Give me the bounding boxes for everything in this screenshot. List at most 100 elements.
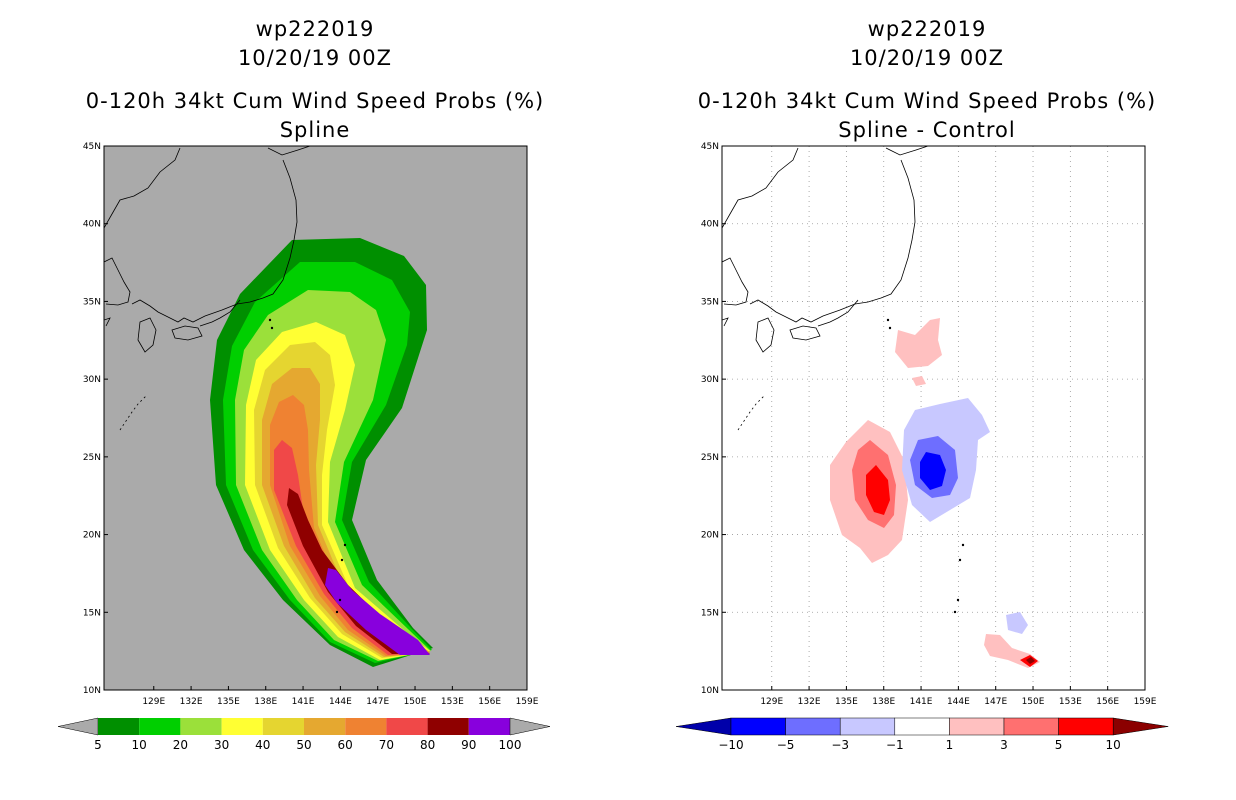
colorbar-box — [730, 717, 786, 736]
colorbar-box — [1003, 717, 1059, 736]
ytick-label: 35N — [83, 297, 101, 307]
ytick-label: 40N — [701, 220, 719, 230]
left-panel-title: wp222019 10/20/19 00Z 0-120h 34kt Cum Wi… — [15, 15, 615, 145]
xtick-label: 147E — [366, 697, 389, 707]
colorbar-label: −5 — [777, 738, 795, 752]
right-map-frame — [721, 145, 1146, 691]
colorbar-low-extension — [57, 717, 99, 736]
xtick-label: 156E — [478, 697, 501, 707]
ytick-label: 10N — [701, 686, 719, 696]
right-map: 129E 132E 135E 138E 141E 144E 147E 150E 153E 156E… — [701, 142, 1157, 707]
colorbar-label: 30 — [214, 738, 229, 752]
right-axis-ticks: 129E 132E 135E 138E 141E 144E 147E 150E 153E 156E… — [701, 142, 1157, 707]
colorbar-label: 5 — [94, 738, 102, 752]
colorbar-label: 3 — [1000, 738, 1008, 752]
left-date: 10/20/19 00Z — [237, 46, 393, 70]
right-storm-id: wp222019 — [867, 17, 987, 41]
ytick-label: 20N — [701, 531, 719, 541]
xtick-label: 150E — [404, 697, 427, 707]
xtick-label: 144E — [329, 697, 352, 707]
ytick-label: 45N — [83, 142, 101, 152]
xtick-label: 156E — [1096, 697, 1119, 707]
colorbar-box — [221, 718, 263, 735]
diff-pos-5 — [866, 465, 890, 515]
colorbar-box — [785, 717, 841, 736]
ytick-label: 30N — [83, 375, 101, 385]
colorbar-label: −10 — [718, 738, 743, 752]
colorbar-box — [386, 718, 428, 735]
diff-neg-se — [1006, 612, 1028, 634]
xtick-label: 129E — [142, 697, 165, 707]
left-colorbar: 5 10 20 30 40 50 60 70 80 90 100 — [57, 717, 551, 752]
diff-pos-north — [895, 318, 942, 368]
right-colorbar: −10 −5 −3 −1 1 3 5 10 — [675, 717, 1169, 752]
xtick-label: 129E — [760, 697, 783, 707]
colorbar-low-extension — [675, 717, 732, 736]
xtick-label: 153E — [1059, 697, 1082, 707]
diff-neg-5 — [920, 452, 946, 490]
colorbar-box — [427, 718, 469, 735]
colorbar-label: 90 — [461, 738, 476, 752]
colorbar-box — [304, 718, 346, 735]
colorbar-box — [468, 718, 510, 735]
xtick-label: 132E — [180, 697, 203, 707]
colorbar-box — [139, 718, 181, 735]
xtick-label: 141E — [292, 697, 315, 707]
ytick-label: 40N — [83, 220, 101, 230]
xtick-label: 144E — [947, 697, 970, 707]
left-title: 0-120h 34kt Cum Wind Speed Probs (%) — [85, 89, 545, 113]
ytick-label: 20N — [83, 531, 101, 541]
xtick-label: 159E — [1134, 697, 1157, 707]
colorbar-label: −1 — [886, 738, 904, 752]
colorbar-label: 20 — [173, 738, 188, 752]
xtick-label: 135E — [835, 697, 858, 707]
ytick-label: 30N — [701, 375, 719, 385]
colorbar-label: 60 — [338, 738, 353, 752]
colorbar-high-extension — [509, 717, 551, 736]
right-subtitle: Spline - Control — [838, 118, 1016, 142]
colorbar-label: 10 — [132, 738, 147, 752]
left-subtitle: Spline — [279, 118, 351, 142]
colorbar-label: 1 — [946, 738, 954, 752]
left-map-frame — [103, 145, 528, 691]
xtick-label: 153E — [441, 697, 464, 707]
ytick-label: 45N — [701, 142, 719, 152]
diff-pos-se-max — [1026, 657, 1035, 664]
left-storm-id: wp222019 — [255, 17, 375, 41]
colorbar-box — [894, 717, 950, 736]
colorbar-box — [345, 718, 387, 735]
ytick-label: 25N — [83, 453, 101, 463]
left-probability-field — [104, 146, 433, 667]
colorbar-label: 10 — [1106, 738, 1121, 752]
xtick-label: 138E — [254, 697, 277, 707]
colorbar-high-extension — [1112, 717, 1169, 736]
xtick-label: 159E — [516, 697, 539, 707]
ytick-label: 15N — [701, 608, 719, 618]
right-date: 10/20/19 00Z — [849, 46, 1005, 70]
xtick-label: 141E — [910, 697, 933, 707]
colorbar-label: 70 — [379, 738, 394, 752]
xtick-label: 138E — [872, 697, 895, 707]
colorbar-box — [949, 717, 1005, 736]
ytick-label: 10N — [83, 686, 101, 696]
right-title: 0-120h 34kt Cum Wind Speed Probs (%) — [697, 89, 1157, 113]
band-90 — [325, 568, 430, 655]
colorbar-label: 5 — [1055, 738, 1063, 752]
colorbar-box — [839, 717, 896, 736]
right-panel-title: wp222019 10/20/19 00Z 0-120h 34kt Cum Wi… — [627, 15, 1227, 145]
colorbar-box — [262, 718, 304, 735]
colorbar-label: 50 — [296, 738, 311, 752]
left-axis-ticks: 129E 132E 135E 138E 141E 144E 147E 150E 153E 156E… — [83, 142, 539, 707]
xtick-label: 150E — [1022, 697, 1045, 707]
left-map: 129E 132E 135E 138E 141E 144E 147E 150E 153E 156E… — [83, 142, 539, 707]
right-difference-field — [722, 146, 1040, 668]
xtick-label: 132E — [798, 697, 821, 707]
xtick-label: 147E — [984, 697, 1007, 707]
diff-pos-north-2 — [912, 376, 926, 386]
colorbar-box — [180, 718, 222, 735]
colorbar-box — [98, 718, 140, 735]
colorbar-label: 80 — [420, 738, 435, 752]
colorbar-label: 40 — [255, 738, 270, 752]
xtick-label: 135E — [217, 697, 240, 707]
